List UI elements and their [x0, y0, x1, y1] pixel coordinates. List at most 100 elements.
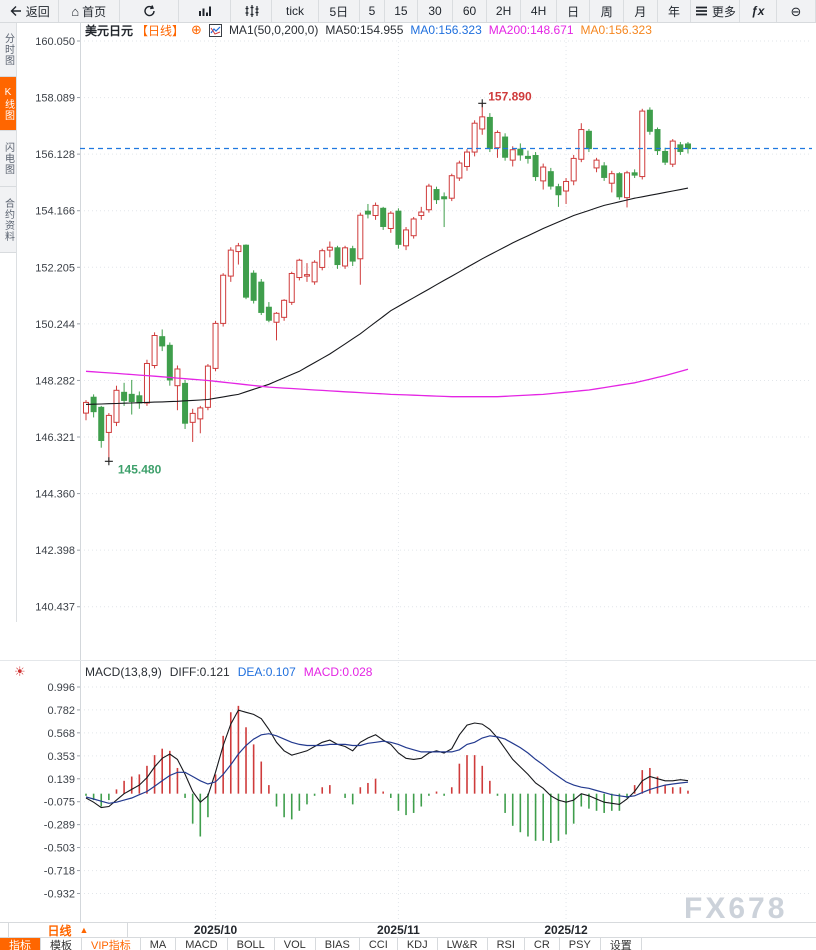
candle — [220, 274, 227, 324]
macd-axis-label: -0.718 — [44, 866, 75, 878]
tab-设置[interactable]: 设置 — [601, 938, 642, 950]
interval-month-button-label: 月 — [634, 4, 647, 19]
tab-MACD[interactable]: MACD — [176, 938, 228, 950]
candle — [212, 322, 219, 369]
interval-4h-button-label: 4H — [530, 4, 547, 18]
interval-5d-button[interactable]: 5日 — [319, 0, 360, 22]
interval-15m-button[interactable]: 15 — [385, 0, 418, 22]
watermark: FX678 — [684, 892, 788, 925]
tab-CR[interactable]: CR — [525, 938, 560, 950]
candle — [349, 248, 356, 262]
toolbar: 返回 ⌂ 首页 tick 5日 5 15 30 60 2H 4H 日 周 月 年 更多 ƒx ⊖ — [0, 0, 816, 23]
candle — [83, 401, 89, 414]
ma50-line — [85, 187, 689, 405]
zoom-out-button[interactable]: ⊖ — [777, 0, 816, 22]
candle — [403, 229, 410, 247]
ma0-blue-value: MA0:156.323 — [410, 23, 482, 37]
candle — [243, 244, 250, 298]
price-axis-label: 154.166 — [35, 206, 75, 218]
back-button-label: 返回 — [25, 4, 50, 19]
candle — [639, 110, 646, 178]
fx-indicator-button[interactable]: ƒx — [740, 0, 777, 22]
interval-day-button[interactable]: 日 — [557, 0, 591, 22]
sidebar-item-闪电图[interactable]: 闪电图 — [0, 131, 16, 187]
interval-30m-button[interactable]: 30 — [418, 0, 454, 22]
bar-chart-view-button[interactable] — [179, 0, 232, 22]
more-button-label: 更多 — [711, 4, 736, 19]
candle — [502, 136, 509, 158]
candle — [387, 212, 394, 229]
candle — [166, 344, 173, 381]
tab-LW&R[interactable]: LW&R — [438, 938, 488, 950]
price-axis-label: 144.360 — [35, 489, 75, 501]
candle — [509, 149, 516, 161]
refresh-button[interactable] — [120, 0, 180, 22]
sidebar-item-分时图[interactable]: 分时图 — [0, 22, 16, 77]
interval-year-button-label: 年 — [667, 4, 680, 19]
sidebar-item-合约资料[interactable]: 合约资料 — [0, 187, 16, 253]
x-axis-label: 2025/12 — [544, 923, 588, 937]
price-axis-label: 148.282 — [35, 375, 75, 387]
candle — [486, 116, 493, 150]
macd-axis-label: 0.996 — [47, 682, 75, 694]
period-selector[interactable]: 日线 ▲ — [8, 923, 128, 938]
candle — [372, 204, 379, 217]
home-button[interactable]: ⌂ 首页 — [59, 0, 120, 22]
indicator-tabs: 指标 模板 VIP指标 MA MACD BOLL VOL BIAS CCI KDJ LW&R RSI C… — [0, 938, 816, 950]
candle — [524, 155, 531, 159]
indicator-alert-icon[interactable]: ☀ — [14, 664, 26, 679]
tab-模板[interactable]: 模板 — [41, 938, 82, 950]
candle — [105, 414, 112, 433]
interval-2h-button[interactable]: 2H — [487, 0, 522, 22]
candle — [433, 189, 440, 201]
tab-BOLL[interactable]: BOLL — [228, 938, 275, 950]
back-button[interactable]: 返回 — [0, 0, 59, 22]
mini-chart-icon — [208, 23, 222, 37]
price-axis-label: 152.205 — [35, 262, 75, 274]
macd-header: MACD(13,8,9) DIFF:0.121 DEA:0.107 MACD:0… — [85, 665, 372, 679]
tab-KDJ[interactable]: KDJ — [398, 938, 438, 950]
tab-RSI[interactable]: RSI — [488, 938, 525, 950]
candle — [479, 116, 486, 130]
candle — [578, 129, 585, 160]
tab-VIP指标[interactable]: VIP指标 — [82, 938, 141, 950]
interval-year-button[interactable]: 年 — [658, 0, 692, 22]
candle — [684, 143, 691, 150]
candle — [532, 155, 539, 178]
add-indicator-icon[interactable]: ⊕ — [191, 22, 202, 37]
candle — [654, 129, 661, 152]
price-axis-label: 146.321 — [35, 432, 75, 444]
tab-PSY[interactable]: PSY — [560, 938, 601, 950]
tab-CCI[interactable]: CCI — [360, 938, 398, 950]
candle — [265, 306, 272, 321]
interval-week-button[interactable]: 周 — [590, 0, 625, 22]
tab-BIAS[interactable]: BIAS — [316, 938, 360, 950]
candle — [151, 335, 158, 367]
interval-4h-button[interactable]: 4H — [521, 0, 557, 22]
x-axis-row: 日线 ▲ 2025/10 2025/11 2025/12 — [0, 922, 816, 938]
interval-60m-button[interactable]: 60 — [453, 0, 487, 22]
ma50-value: MA50:154.955 — [325, 23, 404, 37]
tab-指标[interactable]: 指标 — [0, 938, 41, 950]
sidebar-item-K线图[interactable]: K线图 — [0, 77, 16, 131]
tab-MA[interactable]: MA — [141, 938, 177, 950]
interval-tick-button[interactable]: tick — [272, 0, 319, 22]
candle — [273, 312, 280, 323]
kline-view-button[interactable] — [231, 0, 273, 22]
interval-5m-button[interactable]: 5 — [360, 0, 386, 22]
tab-VOL[interactable]: VOL — [275, 938, 316, 950]
macd-macd-value: MACD:0.028 — [303, 665, 373, 679]
candle — [540, 166, 547, 182]
period-selector-label: 日线 — [47, 923, 72, 938]
interval-month-button[interactable]: 月 — [624, 0, 658, 22]
ma-settings-label: MA1(50,0,200,0) — [228, 23, 319, 37]
interval-30m-button-label: 30 — [428, 4, 442, 18]
low-price-annotation: 145.480 — [118, 462, 162, 476]
candle — [624, 172, 631, 199]
candle — [235, 245, 242, 253]
macd-axis-label: -0.932 — [44, 888, 75, 900]
more-button[interactable]: 更多 — [691, 0, 740, 22]
interval-week-button-label: 周 — [600, 4, 613, 19]
